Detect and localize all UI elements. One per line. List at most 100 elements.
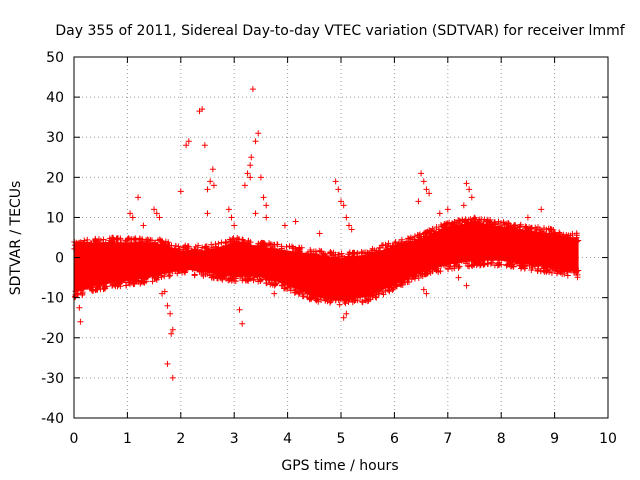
data-point — [448, 258, 455, 265]
data-point — [152, 239, 159, 246]
x-tick-label: 3 — [230, 431, 239, 447]
data-point — [296, 248, 303, 255]
axis-ticks — [73, 56, 609, 419]
data-point — [384, 248, 391, 255]
data-point — [383, 247, 390, 254]
data-point — [163, 268, 170, 275]
data-point — [211, 267, 218, 274]
data-point-outlier — [75, 240, 82, 247]
y-tick-label: -40 — [41, 411, 64, 427]
x-tick-label: 6 — [390, 431, 399, 447]
data-point — [406, 271, 413, 278]
data-point-outlier — [169, 374, 176, 381]
data-point — [271, 241, 278, 248]
data-point — [477, 261, 484, 268]
data-point — [266, 240, 273, 247]
data-point — [75, 290, 82, 297]
data-point — [531, 263, 538, 270]
data-point — [164, 242, 171, 249]
data-point — [229, 272, 236, 279]
data-point — [235, 236, 242, 243]
data-point — [403, 275, 410, 282]
data-point — [504, 258, 511, 265]
data-point — [506, 261, 513, 268]
x-tick-label: 4 — [283, 431, 292, 447]
x-tick-label: 0 — [70, 431, 79, 447]
data-point — [356, 254, 363, 261]
data-point — [332, 297, 339, 304]
data-point — [328, 295, 335, 302]
data-point — [570, 236, 577, 243]
data-point — [149, 237, 156, 244]
data-point — [564, 267, 571, 274]
data-point — [231, 239, 238, 246]
data-point — [341, 298, 348, 305]
data-point — [135, 273, 142, 280]
y-tick-label: 50 — [46, 50, 64, 66]
data-point — [377, 250, 384, 257]
data-point — [494, 254, 501, 261]
data-point — [345, 251, 352, 258]
data-point — [196, 268, 203, 275]
data-point-outlier — [444, 206, 451, 213]
data-point — [275, 248, 282, 255]
data-point-outlier — [127, 210, 134, 217]
data-point — [77, 287, 84, 294]
data-point — [286, 280, 293, 287]
data-point — [548, 262, 555, 269]
data-point — [466, 257, 473, 264]
data-point — [375, 290, 382, 297]
data-point — [571, 266, 578, 273]
data-point-outlier — [183, 142, 190, 149]
data-points — [71, 86, 582, 381]
data-point — [568, 265, 575, 272]
data-point-outlier — [210, 182, 217, 189]
data-point — [539, 260, 546, 267]
data-point — [307, 288, 314, 295]
data-point — [255, 245, 262, 252]
data-point — [548, 269, 555, 276]
data-point — [149, 243, 156, 250]
data-point — [137, 280, 144, 287]
data-point — [440, 260, 447, 267]
data-point-outlier — [225, 206, 232, 213]
data-point — [112, 281, 119, 288]
data-point — [462, 260, 469, 267]
data-point — [454, 225, 461, 232]
data-point — [543, 226, 550, 233]
data-point — [295, 290, 302, 297]
data-point — [392, 240, 399, 247]
data-point-outlier — [247, 162, 254, 169]
data-point — [183, 246, 190, 253]
data-point — [389, 243, 396, 250]
data-point — [194, 249, 201, 256]
data-point — [420, 233, 427, 240]
data-point — [536, 259, 543, 266]
data-point — [127, 281, 134, 288]
data-point-outlier — [420, 178, 427, 185]
data-point — [131, 277, 138, 284]
data-point — [106, 242, 113, 249]
data-point — [159, 245, 166, 252]
data-point-outlier — [260, 194, 267, 201]
data-point — [117, 283, 124, 290]
data-point — [536, 232, 543, 239]
data-point-outlier — [129, 214, 136, 221]
data-point — [130, 275, 137, 282]
data-point — [511, 222, 518, 229]
data-point — [417, 231, 424, 238]
data-point — [518, 265, 525, 272]
data-point — [393, 283, 400, 290]
data-point — [348, 296, 355, 303]
data-point — [341, 255, 348, 262]
data-point — [230, 235, 237, 242]
data-point-outlier — [252, 210, 259, 217]
data-point — [473, 262, 480, 269]
data-point — [242, 277, 249, 284]
data-point-outlier — [426, 190, 433, 197]
data-point — [405, 279, 412, 286]
data-point — [519, 229, 526, 236]
data-point — [356, 292, 363, 299]
data-point — [447, 259, 454, 266]
